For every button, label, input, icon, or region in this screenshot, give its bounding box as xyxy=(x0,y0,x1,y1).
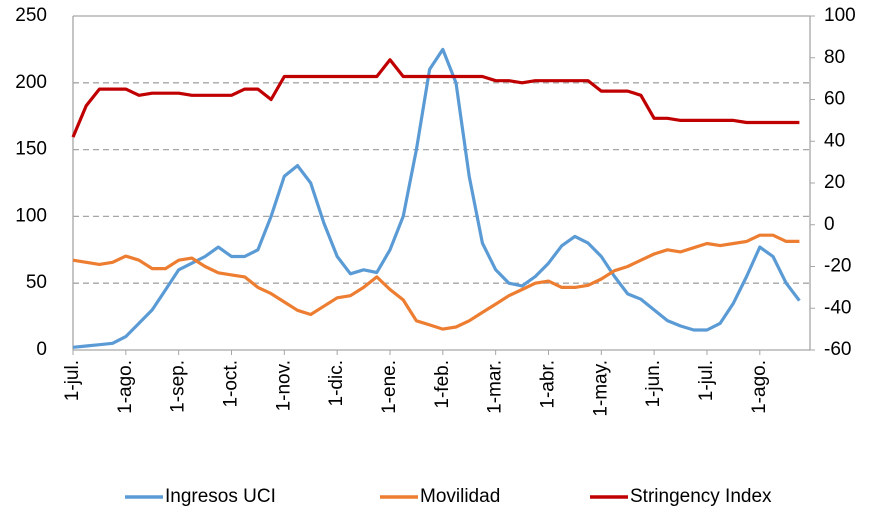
x-tick-label: 1-mar. xyxy=(485,360,506,414)
legend-label: Stringency Index xyxy=(630,486,772,507)
legend-label: Ingresos UCI xyxy=(165,486,276,507)
x-tick-label: 1-dic. xyxy=(326,360,347,406)
x-tick-label: 1-ago. xyxy=(115,360,136,414)
y2-tick-label: 60 xyxy=(824,89,845,110)
y2-tick-label: -40 xyxy=(824,297,851,318)
y-tick-label: 50 xyxy=(26,272,47,293)
x-tick-label: 1-jul. xyxy=(696,360,717,401)
series-line xyxy=(72,47,801,349)
x-tick-label: 1-ago. xyxy=(749,360,770,414)
y2-tick-label: 20 xyxy=(824,172,845,193)
x-tick-label: 1-jul. xyxy=(62,360,83,401)
y-tick-label: 200 xyxy=(15,72,47,93)
legend-label: Movilidad xyxy=(420,486,500,507)
x-tick-label: 1-oct. xyxy=(221,360,242,408)
y-tick-label: 150 xyxy=(15,139,47,160)
x-tick-label: 1-feb. xyxy=(432,360,453,409)
x-tick-label: 1-may. xyxy=(590,360,611,417)
y2-tick-label: 0 xyxy=(824,214,835,235)
x-tick-label: 1-abr. xyxy=(537,360,558,409)
x-tick-label: 1-nov. xyxy=(273,360,294,411)
y2-tick-label: -20 xyxy=(824,256,851,277)
y2-tick-label: -60 xyxy=(824,339,851,360)
y2-tick-label: 100 xyxy=(824,5,856,26)
series-line xyxy=(72,233,800,331)
x-tick-label: 1-jun. xyxy=(643,360,664,408)
series-line xyxy=(71,58,800,138)
x-tick-label: 1-sep. xyxy=(168,360,189,413)
y2-tick-label: 80 xyxy=(824,47,845,68)
y-tick-label: 250 xyxy=(15,5,47,26)
y-tick-label: 0 xyxy=(36,339,47,360)
x-tick-label: 1-ene. xyxy=(379,360,400,414)
y2-tick-label: 40 xyxy=(824,130,845,151)
y-tick-label: 100 xyxy=(15,205,47,226)
